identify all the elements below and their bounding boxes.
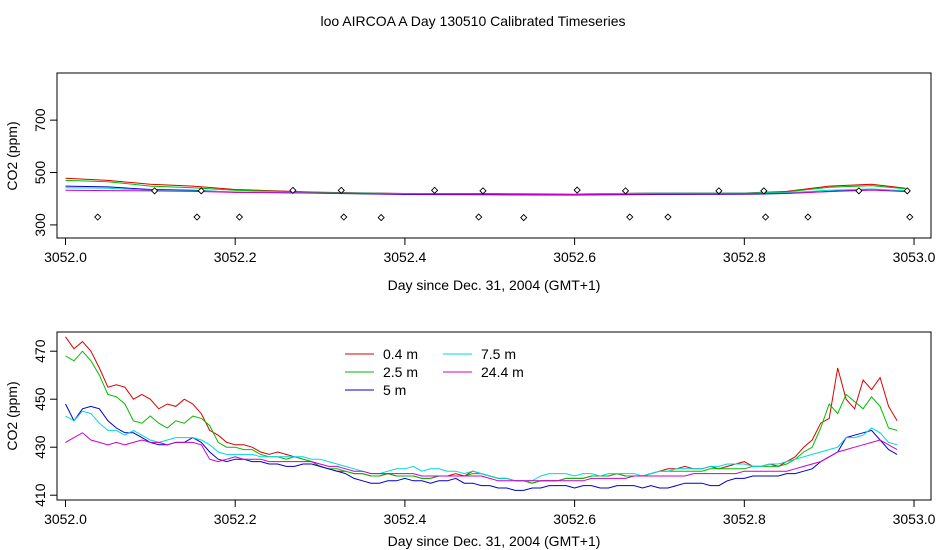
bottom-x-ticks: 3052.0 3052.2 3052.4 3052.6 3052.8 3053.0 bbox=[44, 500, 936, 527]
bottom-plot-frame bbox=[56, 331, 932, 501]
bot-x-tick-label: 3052.8 bbox=[723, 511, 766, 527]
top-marker-point bbox=[193, 213, 201, 221]
legend-label-24-4-m: 24.4 m bbox=[481, 364, 524, 380]
top-plot-frame bbox=[56, 72, 932, 239]
top-marker-point bbox=[626, 213, 634, 221]
top-x-tick-label: 3052.0 bbox=[44, 249, 87, 265]
bot-series-7-5-m bbox=[65, 410, 898, 482]
top-marker-point bbox=[761, 213, 770, 221]
top-marker-point bbox=[430, 186, 439, 194]
bottom-x-axis-label: Day since Dec. 31, 2004 (GMT+1) bbox=[388, 533, 601, 549]
top-y-axis-label: CO2 (ppm) bbox=[4, 121, 20, 190]
top-marker-point bbox=[903, 187, 911, 195]
top-x-ticks: 3052.0 3052.2 3052.4 3052.6 3052.8 3053.0 bbox=[44, 238, 936, 265]
top-marker-point bbox=[377, 213, 385, 222]
top-marker-point bbox=[520, 213, 528, 222]
bottom-series bbox=[65, 336, 898, 491]
top-x-tick-label: 3052.6 bbox=[553, 249, 596, 265]
top-x-tick-label: 3053.0 bbox=[893, 249, 936, 265]
legend-label-7-5-m: 7.5 m bbox=[481, 346, 516, 362]
bot-series-24-4-m bbox=[65, 432, 898, 482]
top-series bbox=[65, 177, 906, 196]
top-markers bbox=[94, 186, 914, 222]
top-series-24-4-m bbox=[65, 189, 906, 196]
top-marker-point bbox=[573, 186, 581, 194]
top-y-tick-label: 700 bbox=[32, 108, 48, 132]
top-marker-point bbox=[760, 187, 768, 195]
top-y-tick-label: 500 bbox=[32, 161, 48, 185]
top-marker-point bbox=[475, 213, 483, 221]
top-marker-point bbox=[197, 187, 205, 195]
legend-label-2-5-m: 2.5 m bbox=[383, 364, 418, 380]
bot-x-tick-label: 3053.0 bbox=[893, 511, 936, 527]
bot-y-tick-label: 450 bbox=[32, 387, 48, 411]
top-marker-point bbox=[906, 213, 914, 221]
top-marker-point bbox=[150, 187, 159, 195]
top-marker-point bbox=[94, 213, 102, 221]
top-marker-point bbox=[804, 213, 812, 221]
top-x-tick-label: 3052.2 bbox=[214, 249, 257, 265]
bot-series-5-m bbox=[65, 403, 898, 491]
bot-y-tick-label: 410 bbox=[32, 483, 48, 507]
legend-label-0-4-m: 0.4 m bbox=[383, 346, 418, 362]
top-x-tick-label: 3052.4 bbox=[383, 249, 426, 265]
top-y-tick-label: 300 bbox=[32, 213, 48, 237]
bot-x-tick-label: 3052.2 bbox=[214, 511, 257, 527]
top-marker-point bbox=[715, 187, 723, 195]
figure-title: loo AIRCOA A Day 130510 Calibrated Times… bbox=[320, 13, 625, 29]
bot-y-tick-label: 430 bbox=[32, 435, 48, 459]
top-marker-point bbox=[664, 213, 672, 221]
top-marker-point bbox=[235, 213, 244, 221]
top-marker-point bbox=[855, 187, 863, 195]
bottom-y-axis-label: CO2 (ppm) bbox=[4, 381, 20, 450]
bottom-panel: 3052.0 3052.2 3052.4 3052.6 3052.8 3053.0 410… bbox=[4, 331, 936, 549]
top-y-ticks: 300 500 700 bbox=[32, 108, 57, 237]
bot-x-tick-label: 3052.0 bbox=[44, 511, 87, 527]
bot-x-tick-label: 3052.6 bbox=[553, 511, 596, 527]
top-marker-point bbox=[337, 186, 345, 194]
top-marker-point bbox=[621, 187, 630, 195]
bot-y-tick-label: 470 bbox=[32, 339, 48, 363]
top-marker-point bbox=[289, 186, 297, 194]
top-x-axis-label: Day since Dec. 31, 2004 (GMT+1) bbox=[388, 277, 601, 293]
top-marker-point bbox=[340, 213, 348, 221]
top-panel: 3052.0 3052.2 3052.4 3052.6 3052.8 3053.0 300… bbox=[4, 72, 936, 293]
top-x-tick-label: 3052.8 bbox=[723, 249, 766, 265]
top-marker-point bbox=[479, 187, 487, 195]
bottom-y-ticks: 410 430 450 470 bbox=[32, 339, 57, 507]
legend: 0.4 m 2.5 m 5 m 7.5 m 24.4 m bbox=[345, 346, 524, 398]
legend-label-5-m: 5 m bbox=[383, 382, 406, 398]
bot-x-tick-label: 3052.4 bbox=[383, 511, 426, 527]
